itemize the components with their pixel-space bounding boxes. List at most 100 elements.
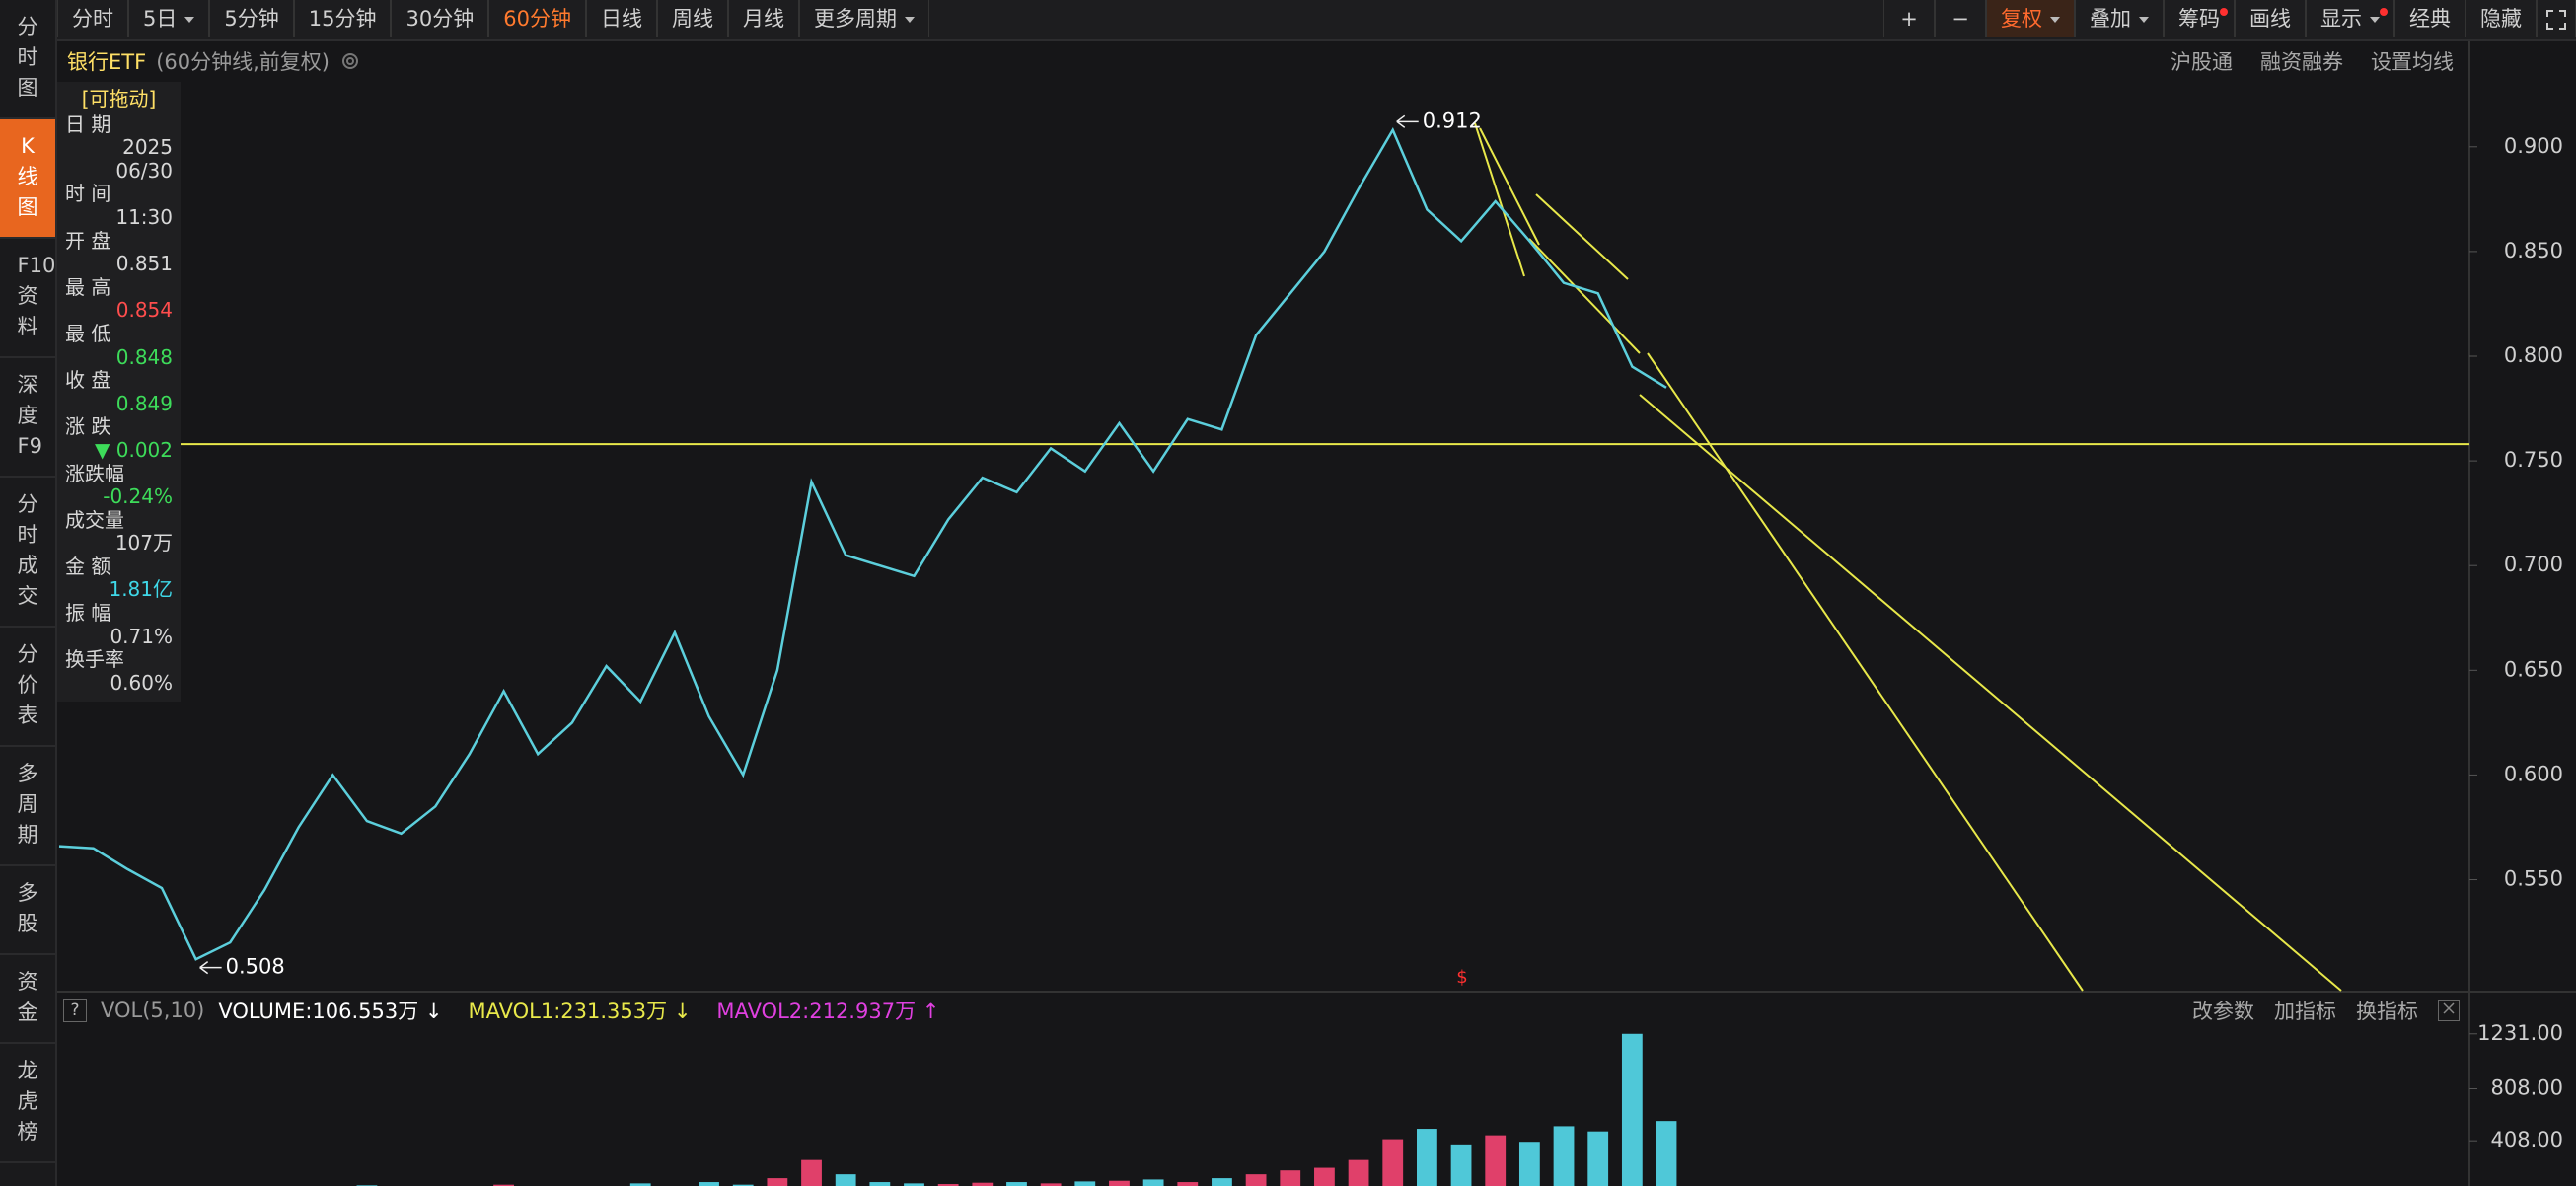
volume-bar: [904, 1183, 924, 1186]
period-button[interactable]: 月线: [727, 0, 799, 37]
tool-button[interactable]: 叠加: [2075, 0, 2164, 37]
security-name: 银行ETF: [67, 50, 147, 74]
sidebar-label: 多周期: [17, 762, 38, 847]
info-title: [可拖动]: [81, 87, 157, 111]
info-label: 时 间: [65, 182, 111, 206]
info-label: 收 盘: [65, 368, 111, 393]
event-marker: $: [1456, 967, 1467, 988]
sidebar-tab[interactable]: 分时成交: [0, 478, 55, 628]
volume-bar: [1450, 1144, 1472, 1186]
volume-bar: [1212, 1178, 1232, 1186]
volume-bar: [1314, 1167, 1335, 1186]
price-line: [58, 127, 1667, 961]
info-label: 振 幅: [65, 601, 111, 626]
info-label: 金 额: [65, 554, 111, 578]
trend-line: [1474, 122, 1525, 277]
sidebar-tab[interactable]: K线图: [0, 119, 55, 239]
info-value: 11:30: [115, 204, 173, 229]
volume-bar: [1074, 1181, 1096, 1186]
y-tick-label: 0.700: [2504, 553, 2563, 576]
fullscreen-icon: [2546, 10, 2566, 30]
indicator-name: VOL(5,10): [101, 999, 205, 1022]
info-value: 0.71%: [110, 624, 173, 648]
annotation-label: 0.508: [226, 955, 285, 979]
info-value: 107万: [114, 531, 173, 556]
fullscreen-button[interactable]: [2537, 0, 2576, 37]
tool-button[interactable]: 隐藏: [2466, 0, 2537, 37]
legend-entry: MAVOL2:212.937万 ↑: [716, 1000, 940, 1023]
tool-button[interactable]: −: [1935, 0, 1986, 37]
info-label: 换手率: [65, 647, 124, 672]
volume-bar: [1280, 1170, 1301, 1186]
legend-entry: VOLUME:106.553万 ↓: [218, 1000, 443, 1023]
close-button[interactable]: [2438, 1000, 2460, 1021]
volume-bar: [699, 1182, 719, 1186]
tool-button[interactable]: 画线: [2235, 0, 2306, 37]
indicator-link[interactable]: 加指标: [2274, 1000, 2336, 1023]
volume-bar: [1621, 1033, 1643, 1186]
trend-line: [1528, 238, 1641, 354]
annotation-arrow: [1396, 114, 1419, 128]
period-button[interactable]: 15分钟: [293, 0, 392, 37]
info-label: 最 高: [65, 274, 111, 299]
period-button[interactable]: 周线: [656, 0, 728, 37]
tool-button[interactable]: 显示: [2306, 0, 2394, 37]
volume-bar: [732, 1184, 754, 1186]
period-button[interactable]: 60分钟: [488, 0, 586, 37]
help-button[interactable]: ?: [63, 999, 87, 1022]
info-label: 成交量: [65, 507, 124, 532]
tool-button[interactable]: +: [1883, 0, 1935, 37]
period-button[interactable]: 5分钟: [209, 0, 294, 37]
volume-bar: [1518, 1142, 1540, 1186]
indicator-link[interactable]: 换指标: [2356, 1000, 2418, 1023]
info-value: 0.848: [115, 344, 173, 369]
sidebar-label: 龙虎榜: [17, 1059, 38, 1144]
y-tick-label: 808.00: [2491, 1075, 2563, 1099]
y-tick-label: 0.550: [2504, 867, 2563, 891]
info-value: -0.24%: [103, 484, 173, 509]
indicator-link[interactable]: 改参数: [2192, 1000, 2254, 1023]
header-link[interactable]: 设置均线: [2371, 50, 2454, 74]
volume-bar: [1656, 1121, 1677, 1186]
info-label: 最 低: [65, 321, 111, 345]
y-tick-label: 0.750: [2504, 448, 2563, 472]
sidebar-tab[interactable]: 多股: [0, 866, 55, 955]
trend-line: [1479, 127, 1540, 246]
volume-bar: [1006, 1182, 1027, 1186]
tool-button[interactable]: 复权: [1986, 0, 2075, 37]
period-button[interactable]: 5日: [128, 0, 210, 37]
sidebar-tab[interactable]: 多周期: [0, 747, 55, 866]
tool-button[interactable]: 经典: [2394, 0, 2466, 37]
sidebar-tab[interactable]: F10资料: [0, 239, 55, 358]
period-button[interactable]: 分时: [57, 0, 128, 37]
info-value: ▼ 0.002: [95, 437, 173, 462]
period-button[interactable]: 30分钟: [391, 0, 489, 37]
chart-subtitle: (60分钟线,前复权): [156, 50, 330, 74]
sidebar-label: 分时图: [17, 15, 38, 100]
volume-bar: [1417, 1129, 1437, 1186]
sidebar-label: F10资料: [17, 254, 56, 338]
sidebar: 分时图 K线图 F10资料深度F9 分时成交 分价表多周期多股 资金龙虎榜: [0, 0, 57, 1186]
sidebar-tab[interactable]: 分价表: [0, 628, 55, 747]
toolbar: 分时 5日 5分钟 15分钟 30分钟 60分钟 日线 周线 月线 更多周期 + − 复权 叠加 筹码 画线…: [57, 0, 2576, 41]
sidebar-tab[interactable]: 龙虎榜: [0, 1044, 55, 1163]
settings-icon[interactable]: [339, 50, 361, 72]
y-tick-label: 0.650: [2504, 657, 2563, 681]
sidebar-tab[interactable]: 分时图: [0, 0, 55, 119]
header-link[interactable]: 融资融券: [2260, 50, 2343, 74]
legend-entry: MAVOL1:231.353万 ↓: [468, 1000, 692, 1023]
volume-bar: [972, 1182, 994, 1186]
trend-lines: [1474, 122, 2342, 992]
tool-button[interactable]: 筹码: [2164, 0, 2235, 37]
sidebar-tab[interactable]: 深度F9: [0, 358, 55, 478]
trend-line: [1639, 394, 2342, 992]
header-link[interactable]: 沪股通: [2171, 50, 2233, 74]
volume-bar: [869, 1182, 891, 1186]
info-value: 0.851: [115, 252, 173, 276]
period-button[interactable]: 日线: [585, 0, 657, 37]
sidebar-tab[interactable]: 资金: [0, 955, 55, 1044]
period-button[interactable]: 更多周期: [798, 0, 929, 37]
tool-group: + − 复权 叠加 筹码 画线 显示 经典 隐藏: [1883, 0, 2576, 39]
